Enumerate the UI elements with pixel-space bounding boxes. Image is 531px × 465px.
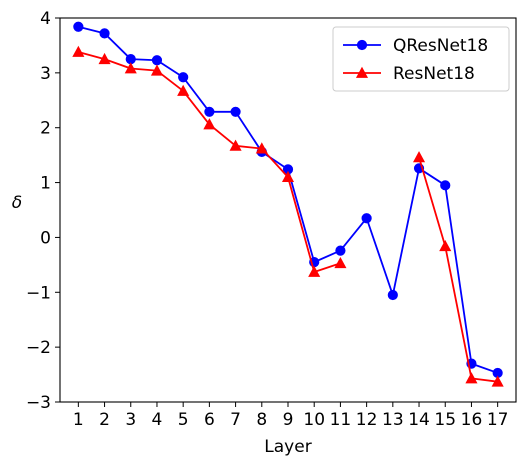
x-tick-label: 17 <box>487 410 509 430</box>
data-point <box>150 64 164 76</box>
y-tick-label: −3 <box>26 393 51 413</box>
data-point <box>308 265 321 277</box>
data-point <box>230 106 241 117</box>
legend: QResNet18 ResNet18 <box>332 26 510 92</box>
x-tick-label: 6 <box>204 410 215 430</box>
data-point <box>178 72 189 83</box>
data-point <box>204 106 215 117</box>
y-tick-label: 1 <box>40 174 51 194</box>
data-point <box>99 28 110 39</box>
data-point <box>491 375 504 387</box>
data-point <box>281 170 295 183</box>
axes-frame <box>59 17 517 403</box>
data-point <box>255 142 268 154</box>
data-point <box>124 62 137 74</box>
x-tick-label: 8 <box>256 410 267 430</box>
x-tick-label: 9 <box>283 410 294 430</box>
data-point <box>439 239 452 252</box>
series-line <box>418 157 498 383</box>
y-tick-label: −1 <box>26 283 51 303</box>
plot-area <box>72 21 504 387</box>
data-point <box>177 84 190 96</box>
data-point <box>335 245 346 256</box>
x-tick-label: 12 <box>356 410 378 430</box>
x-tick-label: 3 <box>125 410 136 430</box>
y-tick-label: 3 <box>40 64 51 84</box>
data-point <box>412 151 426 163</box>
x-tick-label: 4 <box>152 410 163 430</box>
data-point <box>73 21 84 32</box>
y-tick-label: −2 <box>26 338 51 358</box>
data-point <box>72 45 85 57</box>
x-tick-label: 15 <box>434 410 456 430</box>
x-tick-label: 14 <box>408 410 430 430</box>
data-point <box>203 118 216 130</box>
y-tick-label: 2 <box>40 119 51 139</box>
data-point <box>151 55 163 66</box>
x-axis-ticks: 1 2 3 4 5 6 7 8 9 10 11 12 13 14 15 16 17 <box>73 402 509 430</box>
legend-marker <box>355 66 369 78</box>
legend-label: ResNet18 <box>393 64 475 84</box>
legend-box <box>332 26 510 92</box>
data-point <box>98 52 111 65</box>
data-point <box>334 256 347 269</box>
y-axis-label: δ <box>12 193 22 213</box>
data-point <box>229 139 242 151</box>
x-axis-label: Layer <box>264 437 311 457</box>
data-point <box>387 289 398 301</box>
legend-item: ResNet18 <box>343 64 475 84</box>
y-axis-ticks: −3 −2 −1 0 1 2 3 4 <box>26 9 60 413</box>
series-resnet18 <box>72 45 504 387</box>
legend-label: QResNet18 <box>393 36 488 56</box>
data-point <box>361 213 372 224</box>
data-point <box>465 372 478 384</box>
series-line <box>78 51 341 273</box>
x-tick-label: 2 <box>99 410 110 430</box>
x-tick-label: 11 <box>330 410 352 430</box>
x-tick-label: 10 <box>303 410 325 430</box>
y-tick-label: 0 <box>40 228 51 248</box>
y-tick-label: 4 <box>40 9 51 29</box>
x-tick-label: 16 <box>461 410 483 430</box>
legend-marker <box>356 39 368 51</box>
x-tick-label: 13 <box>382 410 404 430</box>
legend-item: QResNet18 <box>343 36 488 56</box>
data-point <box>440 180 451 191</box>
x-tick-label: 5 <box>178 410 189 430</box>
x-tick-label: 7 <box>230 410 241 430</box>
x-tick-label: 1 <box>73 410 84 430</box>
